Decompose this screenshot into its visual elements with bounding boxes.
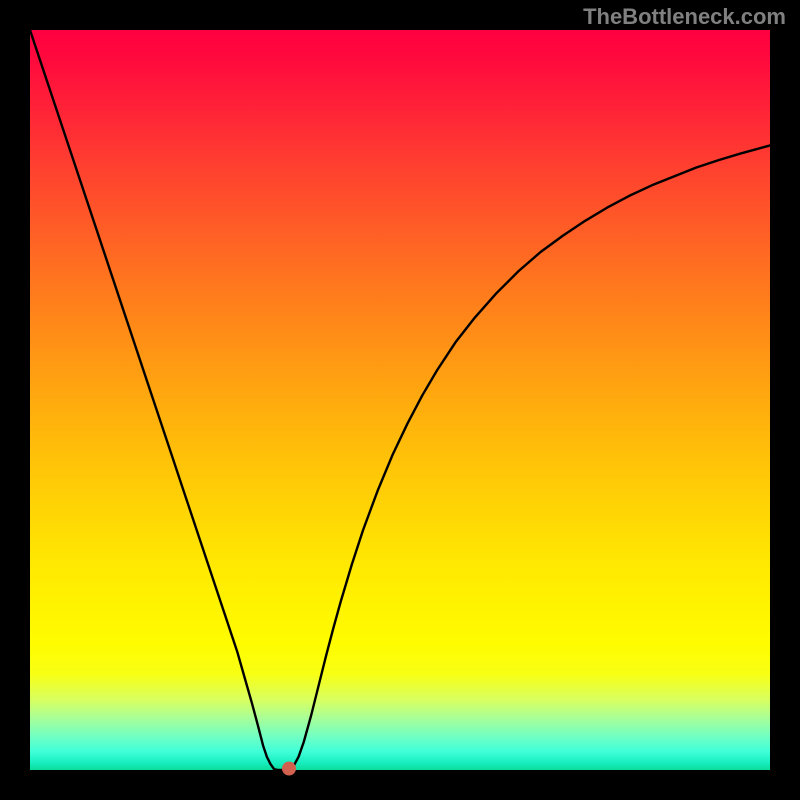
plot-background — [30, 30, 770, 770]
bottleneck-chart — [0, 0, 800, 800]
optimal-point-marker — [282, 762, 296, 776]
watermark-text: TheBottleneck.com — [583, 4, 786, 30]
